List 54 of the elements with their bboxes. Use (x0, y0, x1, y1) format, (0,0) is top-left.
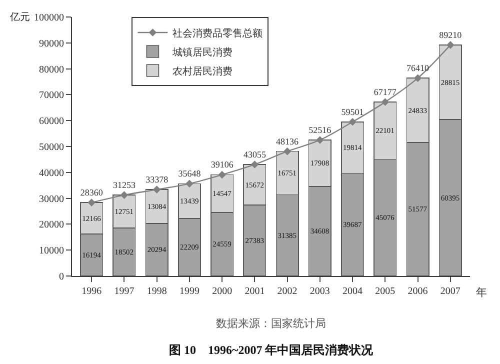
x-axis-title: 年 (476, 287, 487, 299)
data-label: 76410 (406, 63, 430, 74)
x-tick-label: 2005 (375, 286, 396, 297)
point (186, 180, 194, 188)
point (348, 118, 356, 126)
data-label: 35648 (178, 168, 202, 179)
point (381, 98, 390, 106)
y-tick-label: 70000 (39, 90, 64, 102)
point (414, 74, 422, 82)
data-label: 43055 (243, 149, 266, 160)
y-tick-label: 50000 (39, 142, 64, 153)
y-tick-label: 20000 (39, 220, 64, 231)
point (283, 147, 292, 156)
source-note: 数据来源：国家统计局 (216, 317, 326, 330)
point (152, 186, 161, 194)
x-tick-label: 1996 (82, 286, 102, 297)
point (316, 136, 324, 144)
y-tick-label: 0 (59, 272, 64, 282)
data-label: 89210 (439, 30, 462, 40)
y-tick-label: 60000 (39, 116, 64, 128)
x-tick-label: 2000 (212, 286, 232, 297)
text: 图 10 1996~2007 年中国居民消费状况 (169, 343, 374, 357)
data-label: 67177 (374, 87, 397, 98)
data-label: 48136 (276, 136, 300, 146)
x-tick-label: 2004 (342, 286, 363, 297)
point (120, 191, 128, 199)
y-tick-label: 10000 (39, 246, 64, 257)
y-tick-label: 80000 (39, 64, 64, 76)
x-tick-label: 1998 (146, 286, 167, 297)
legend-label: 城镇居民消费 (172, 46, 233, 58)
data-label: 39106 (210, 160, 234, 170)
data-label: 28360 (80, 188, 104, 198)
y-tick-label: 90000 (39, 38, 64, 50)
point (218, 170, 226, 179)
x-tick-label: 2002 (277, 286, 298, 297)
x-tick-label: 1997 (114, 286, 134, 297)
x-tick-label: 2001 (244, 286, 265, 297)
x-tick-label: 2006 (408, 286, 428, 297)
point (446, 41, 454, 49)
x-tick-label: 1999 (179, 286, 200, 297)
x-tick-label: 2003 (310, 286, 330, 297)
legend-label: 社会消费品零售总额 (172, 27, 263, 40)
data-label: 33378 (146, 174, 169, 185)
y-axis-title: 亿元 (9, 12, 30, 23)
data-label: 31253 (112, 180, 136, 190)
point (250, 160, 259, 168)
y-tick-label: 100000 (34, 12, 64, 24)
y-tick-label: 30000 (39, 194, 64, 205)
data-label: 59501 (341, 106, 364, 117)
x-tick-label: 2007 (440, 286, 460, 297)
point (88, 198, 96, 206)
y-tick-label: 40000 (39, 168, 64, 179)
legend-label: 农村居民消费 (172, 65, 233, 78)
data-label: 52516 (308, 124, 332, 135)
